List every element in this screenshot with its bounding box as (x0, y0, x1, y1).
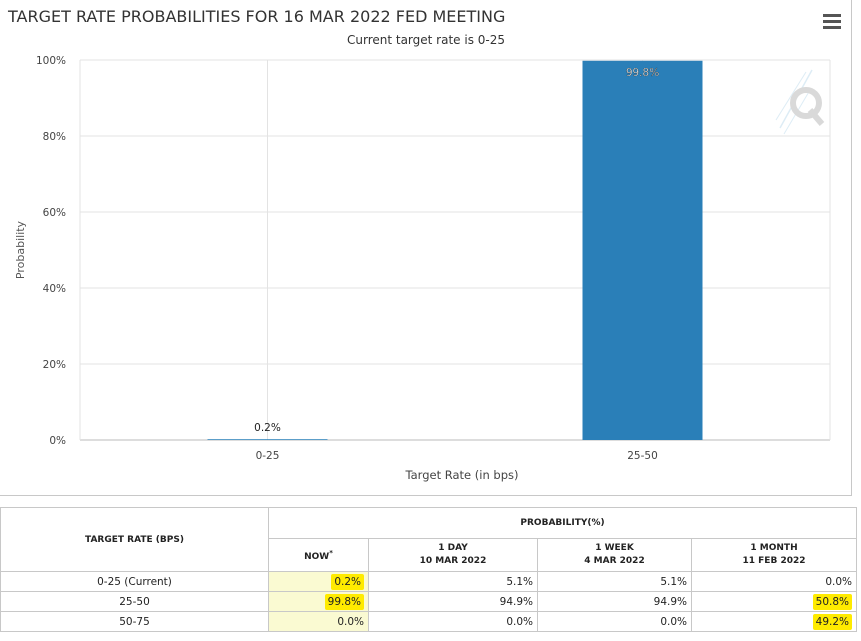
value-cell: 5.1% (537, 571, 692, 592)
value-cell: 94.9% (537, 591, 692, 612)
x-axis-label: Target Rate (in bps) (405, 468, 519, 482)
x-tick-label: 0-25 (256, 450, 280, 462)
y-tick-label: 0% (49, 435, 66, 447)
chart-title: TARGET RATE PROBABILITIES FOR 16 MAR 202… (8, 7, 506, 26)
value-cell: 0.0% (690, 571, 858, 592)
rate-cell: 0-25 (Current) (0, 571, 269, 592)
table-row: 50-75 0.0% 0.0% 0.0% 49.2% (0, 611, 858, 632)
y-tick-label: 40% (43, 283, 66, 295)
value-cell: 50.8% (690, 591, 858, 612)
y-tick-label: 20% (43, 359, 66, 371)
y-tick-label: 60% (43, 207, 66, 219)
rate-cell: 50-75 (0, 611, 269, 632)
bars-layer (207, 60, 703, 440)
rate-cell: 25-50 (0, 591, 269, 612)
bar-0-25 (207, 439, 328, 440)
bar-25-50 (582, 60, 703, 440)
y-tick-label: 80% (43, 131, 66, 143)
labels-layer: 0% 20% 40% 60% 80% 100% 0.2% 0-25 99.8% 25-50 (36, 55, 659, 462)
col-1month-header: 1 MONTH 11 FEB 2022 (690, 538, 858, 572)
value-cell: 0.0% (368, 611, 538, 632)
chart-subtitle: Current target rate is 0-25 (346, 33, 505, 47)
probability-table: TARGET RATE (BPS) PROBABILITY(%) NOW* 1 … (0, 507, 858, 632)
col-now-header: NOW* (268, 538, 369, 572)
probability-table-panel: TARGET RATE (BPS) PROBABILITY(%) NOW* 1 … (0, 507, 861, 641)
value-cell: 0.2% (268, 571, 369, 592)
col-1week-header: 1 WEEK 4 MAR 2022 (537, 538, 692, 572)
grid-layer (79, 59, 831, 441)
value-cell: 0.0% (268, 611, 369, 632)
bar-chart: 0% 20% 40% 60% 80% 100% 0.2% 0-25 99.8% 25-50 Pro… (14, 55, 831, 482)
watermark-q-icon (775, 69, 825, 135)
chart-panel: TARGET RATE PROBABILITIES FOR 16 MAR 202… (0, 0, 852, 496)
data-label: 0.2% (254, 422, 281, 434)
value-cell: 5.1% (368, 571, 538, 592)
y-axis-label: Probability (14, 220, 27, 279)
value-cell: 0.0% (537, 611, 692, 632)
table-row: 25-50 99.8% 94.9% 94.9% 50.8% (0, 591, 858, 612)
col-1day-header: 1 DAY 10 MAR 2022 (368, 538, 538, 572)
x-tick-label: 25-50 (627, 450, 658, 462)
data-label: 99.8% (626, 67, 659, 79)
value-cell: 49.2% (690, 611, 858, 632)
hamburger-menu-icon[interactable] (823, 14, 841, 30)
value-cell: 94.9% (368, 591, 538, 612)
probability-header: PROBABILITY(%) (267, 507, 858, 539)
value-cell: 99.8% (268, 591, 369, 612)
target-rate-header: TARGET RATE (BPS) (0, 507, 269, 572)
y-tick-label: 100% (36, 55, 66, 67)
table-row: 0-25 (Current) 0.2% 5.1% 5.1% 0.0% (0, 571, 858, 592)
